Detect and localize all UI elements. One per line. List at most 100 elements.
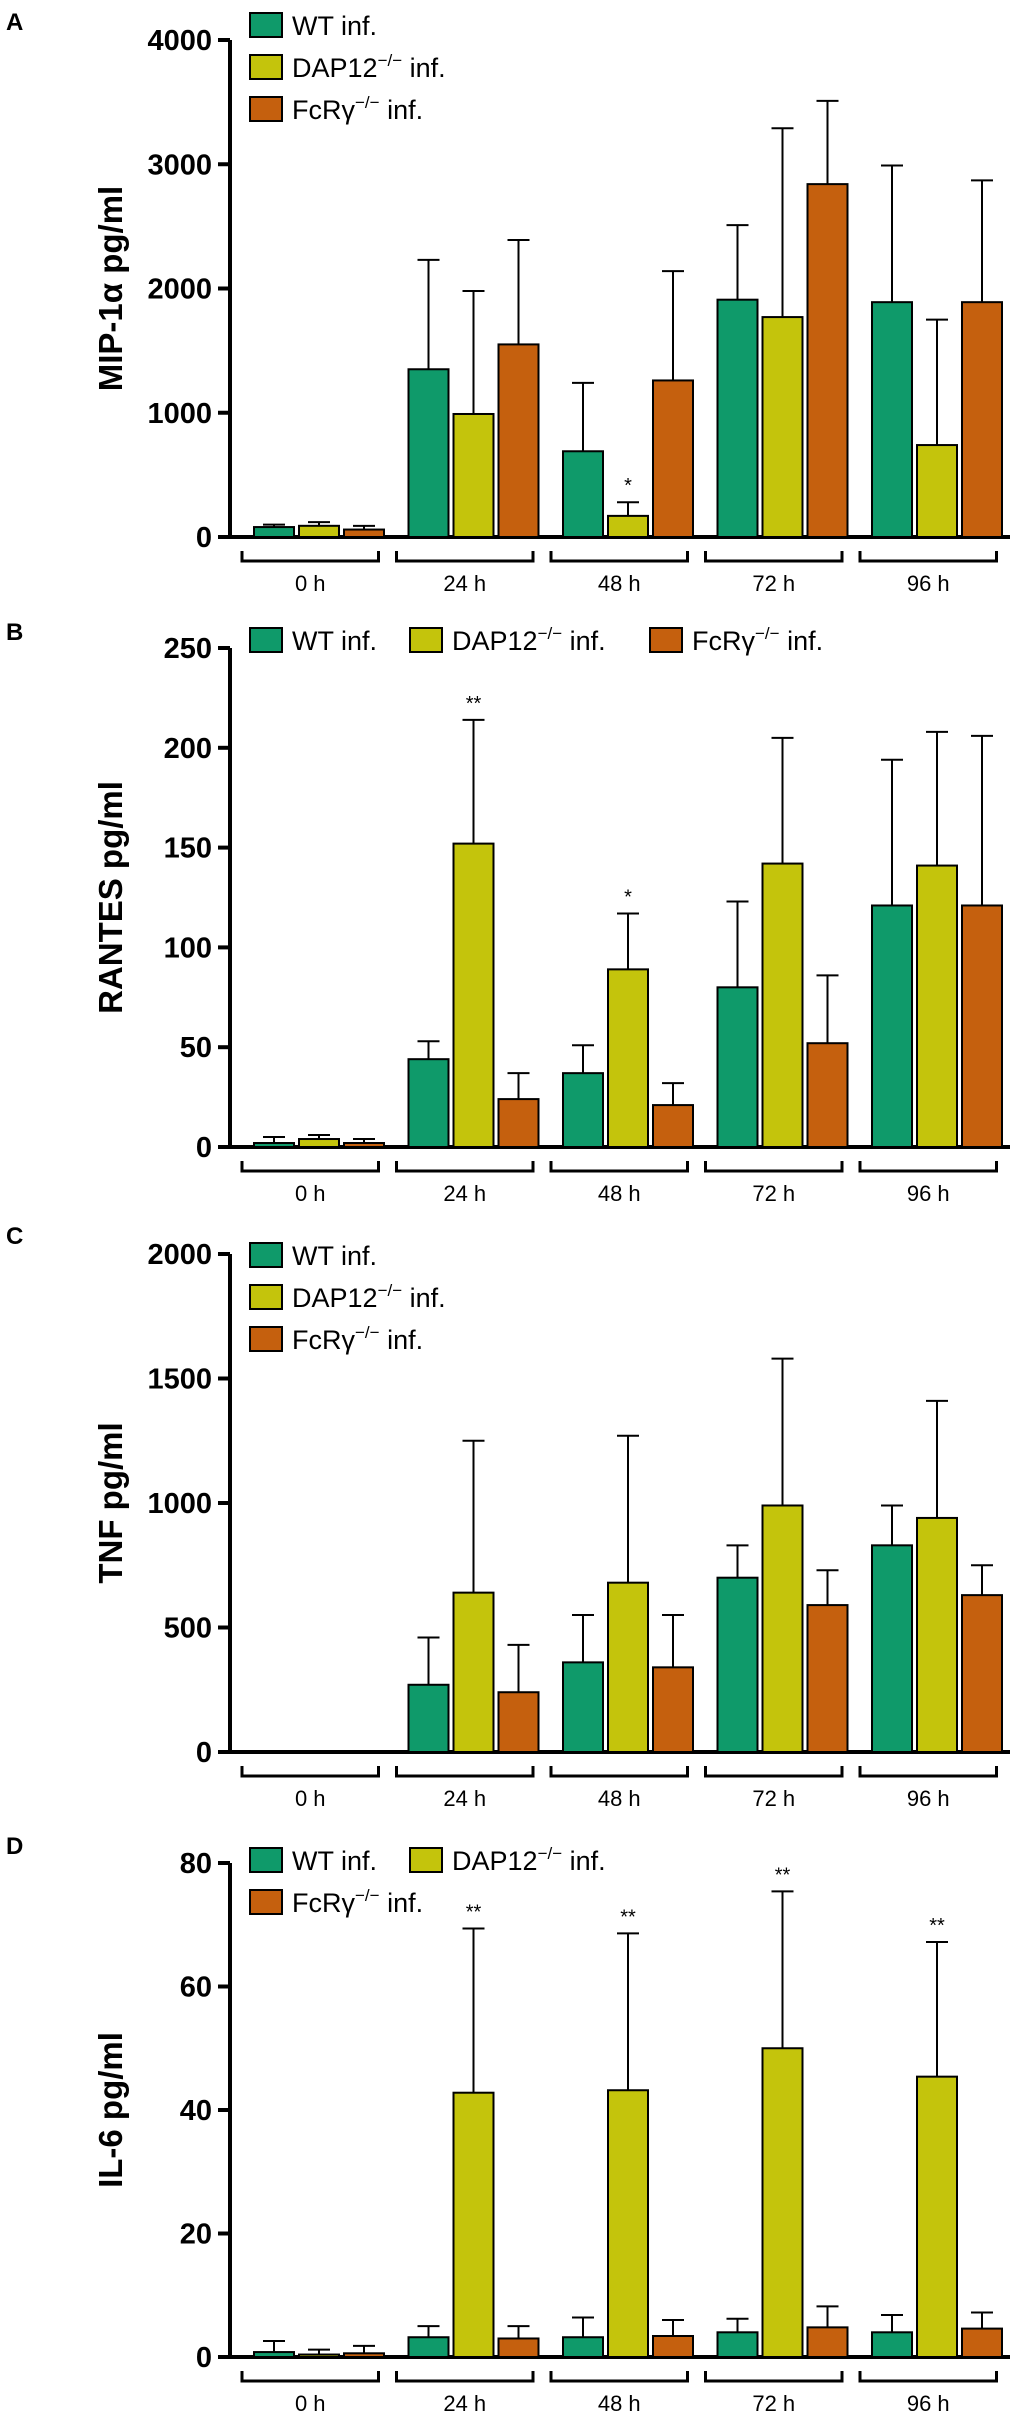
- legend-label: DAP12−/− inf.: [452, 1844, 606, 1876]
- y-axis-title: TNF pg/ml: [92, 1422, 129, 1583]
- x-tick-label: 72 h: [752, 1181, 795, 1206]
- y-tick-label: 0: [196, 2342, 212, 2374]
- legend-label: WT inf.: [292, 626, 377, 656]
- bar-c-2-2: [652, 1666, 694, 1753]
- bar-d-2-2: [652, 2335, 694, 2358]
- legend-swatch: [409, 1847, 443, 1873]
- legend: WT inf. DAP12−/− inf. FcRγ−/− inf.: [249, 624, 823, 656]
- group-bracket: [240, 551, 380, 563]
- legend-label: FcRγ−/− inf.: [692, 624, 823, 656]
- bar-b-4-2: [961, 904, 1003, 1149]
- legend-label: WT inf.: [292, 1846, 377, 1876]
- bar-d-0-2: [343, 2352, 385, 2358]
- x-tick-label: 48 h: [598, 1786, 641, 1811]
- y-tick-label: 1000: [147, 398, 212, 430]
- legend-swatch: [249, 12, 283, 38]
- bar-c-3-2: [806, 1604, 849, 1753]
- legend-label: DAP12−/− inf.: [292, 1281, 446, 1313]
- bar-a-1-2: [497, 343, 540, 538]
- legend: WT inf. DAP12−/− inf. FcRγ−/− inf.: [249, 1844, 606, 1918]
- x-tick-label: 96 h: [907, 2391, 950, 2416]
- y-tick-label: 2000: [147, 1239, 212, 1271]
- bar-a-3-1: [761, 316, 804, 539]
- bar-b-1-1: [452, 842, 495, 1148]
- bar-a-2-1: [607, 514, 649, 539]
- panel-letter: A: [6, 9, 23, 36]
- bar-a-1-0: [407, 368, 450, 539]
- panel-letter: C: [6, 1223, 23, 1250]
- x-tick-label: 48 h: [598, 571, 641, 596]
- y-tick-label: 60: [180, 1972, 212, 2004]
- legend-label: DAP12−/− inf.: [452, 624, 606, 656]
- legend-swatch: [649, 627, 683, 653]
- x-tick-label: 96 h: [907, 1181, 950, 1206]
- x-tick-label: 0 h: [295, 571, 326, 596]
- group-bracket: [395, 1161, 535, 1173]
- y-tick-label: 4000: [147, 25, 212, 57]
- y-tick-label: 0: [196, 522, 212, 554]
- bar-d-4-2: [961, 2327, 1003, 2358]
- x-tick-label: 0 h: [295, 1786, 326, 1811]
- bar-c-3-1: [761, 1504, 804, 1753]
- x-tick-label: 96 h: [907, 571, 950, 596]
- bar-d-1-2: [497, 2337, 540, 2359]
- bar-b-2-0: [562, 1072, 604, 1148]
- y-axis-title: MIP-1α pg/ml: [92, 186, 129, 391]
- bar-d-3-2: [806, 2326, 849, 2359]
- bar-d-3-0: [716, 2331, 759, 2359]
- legend-label: WT inf.: [292, 1241, 377, 1271]
- group-bracket: [549, 1161, 689, 1173]
- bar-a-4-1: [916, 444, 958, 538]
- legend: WT inf. DAP12−/− inf. FcRγ−/− inf.: [249, 11, 446, 125]
- group-bracket: [858, 1161, 998, 1173]
- y-tick-label: 100: [164, 932, 212, 964]
- significance-label: **: [466, 693, 482, 715]
- bar-c-1-1: [452, 1591, 495, 1754]
- y-tick-label: 80: [180, 1848, 212, 1880]
- y-tick-label: 50: [180, 1032, 212, 1064]
- bar-b-2-1: [607, 968, 649, 1149]
- panel-letter: D: [6, 1833, 23, 1860]
- bar-d-1-0: [407, 2336, 450, 2358]
- x-tick-label: 48 h: [598, 2391, 641, 2416]
- x-tick-label: 0 h: [295, 1181, 326, 1206]
- group-bracket: [549, 551, 689, 563]
- bar-b-2-2: [652, 1104, 694, 1148]
- panel-c: C 0 500 1000 1500 2000 TNF pg/ml 0 h 24 h 48 h 72 …: [6, 1223, 1010, 1811]
- bar-d-0-1: [298, 2353, 340, 2359]
- y-tick-label: 0: [196, 1132, 212, 1164]
- x-tick-label: 24 h: [443, 1181, 486, 1206]
- bar-c-2-1: [607, 1581, 649, 1754]
- legend-swatch: [249, 1847, 283, 1873]
- group-bracket: [240, 1766, 380, 1778]
- x-tick-label: 72 h: [752, 571, 795, 596]
- y-tick-label: 20: [180, 2219, 212, 2251]
- bar-c-4-1: [916, 1516, 958, 1753]
- significance-label: *: [624, 475, 632, 497]
- group-bracket: [704, 1766, 844, 1778]
- group-bracket: [704, 1161, 844, 1173]
- y-tick-label: 1000: [147, 1488, 212, 1520]
- y-tick-label: 250: [164, 633, 212, 665]
- legend-label: FcRγ−/− inf.: [292, 93, 423, 125]
- bar-b-4-0: [871, 904, 913, 1149]
- x-tick-label: 24 h: [443, 1786, 486, 1811]
- x-tick-label: 24 h: [443, 2391, 486, 2416]
- group-bracket: [395, 551, 535, 563]
- significance-label: **: [929, 1915, 945, 1937]
- x-tick-label: 72 h: [752, 1786, 795, 1811]
- y-tick-label: 500: [164, 1613, 212, 1645]
- bar-a-1-1: [452, 412, 495, 538]
- bar-d-2-1: [607, 2089, 649, 2358]
- bar-c-3-0: [716, 1576, 759, 1753]
- bar-b-3-1: [761, 862, 804, 1148]
- bar-b-0-0: [253, 1142, 295, 1149]
- bar-d-4-1: [916, 2075, 958, 2359]
- bar-c-4-2: [961, 1594, 1003, 1753]
- significance-label: **: [775, 1864, 791, 1886]
- group-bracket: [549, 2371, 689, 2383]
- bar-c-1-2: [497, 1691, 540, 1753]
- group-bracket: [858, 1766, 998, 1778]
- bar-b-0-2: [343, 1142, 385, 1149]
